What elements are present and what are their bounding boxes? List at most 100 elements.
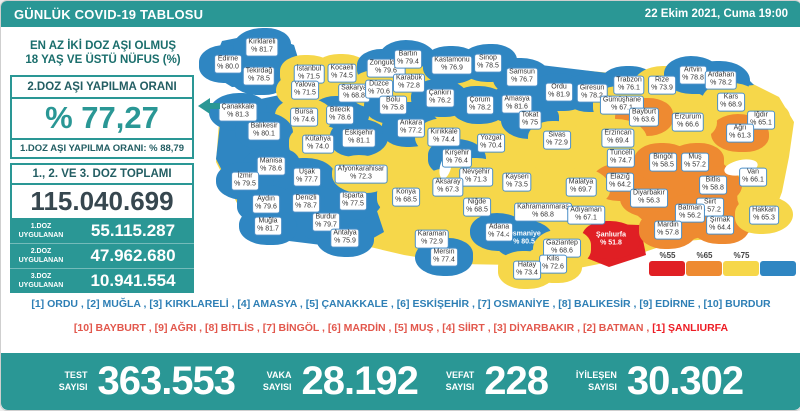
legend-color-box: [649, 261, 685, 276]
province-label: Iğdır% 65.1: [747, 110, 775, 130]
footer-stat: TEST SAYISI 363.553: [58, 359, 236, 403]
total-value: 115.040.699: [30, 186, 174, 216]
province-label: Malatya% 69.7: [565, 177, 597, 197]
dose2-value: % 77,27: [12, 99, 192, 140]
province-label: Çankırı% 76.2: [425, 88, 455, 108]
province-label: Tunceli% 74.7: [606, 148, 636, 168]
province-label: Nevşehir% 71.3: [459, 167, 493, 187]
legend-threshold-label: %65: [696, 251, 713, 260]
province-label: Bartın% 79.4: [394, 49, 422, 69]
dose-row: 2.DOZ UYGULANAN 47.962.680: [10, 244, 194, 269]
province-label: Rize% 73.9: [648, 75, 676, 95]
panel-title: EN AZ İKİ DOZ AŞI OLMUŞ 18 YAŞ VE ÜSTÜ N…: [25, 40, 181, 67]
vaccination-panel: EN AZ İKİ DOZ AŞI OLMUŞ 18 YAŞ VE ÜSTÜ N…: [7, 31, 199, 293]
province-label: Aydın% 79.6: [252, 194, 280, 214]
province-label: Adıyaman% 67.1: [567, 205, 605, 225]
dose2-box: 2.DOZ AŞI YAPILMA ORANI % 77,27 1.DOZ AŞ…: [10, 75, 194, 159]
footer-stat: İYİLEŞEN SAYISI 30.302: [575, 359, 744, 403]
province-label: Batman% 56.2: [674, 203, 706, 223]
province-label: Diyarbakır% 56.3: [630, 188, 668, 208]
province-label: Afyonkarahisar% 72.3: [334, 164, 388, 184]
province-label: Kilis% 72.6: [539, 254, 567, 274]
province-label: Kayseri% 73.5: [502, 172, 532, 192]
province-label: Bolu% 75.8: [379, 95, 407, 115]
province-label: Şanlıurfa% 51.8: [596, 231, 626, 247]
province-label: Kırşehir% 76.4: [441, 148, 473, 168]
dose-row: 3.DOZ UYGULANAN 10.941.554: [18, 271, 176, 290]
province-label: Sakarya% 68.8: [338, 83, 370, 103]
province-label: Kırklareli% 81.7: [245, 37, 279, 57]
province-label: Hakkari% 65.3: [749, 205, 779, 225]
province-label: Düzce% 70.6: [365, 79, 393, 99]
footer-stats: TEST SAYISI 363.553 VAKA SAYISI 28.192 VEFAT SA…: [31, 359, 771, 404]
province-label: Isparta% 77.5: [339, 191, 367, 211]
province-label: Ardahan% 78.2: [704, 70, 738, 90]
legend-color-box: [760, 261, 796, 276]
province-label: Elazığ% 64.2: [606, 172, 634, 192]
total-label: 1., 2. VE 3. DOZ TOPLAMI: [12, 165, 192, 185]
legend-threshold-label: %55: [659, 251, 676, 260]
arrow-left-icon: [198, 96, 220, 121]
province-label: Bitlis% 58.8: [699, 175, 727, 195]
lowest-list: [10] BAYBURT , [9] AĞRI , [8] BİTLİS , […: [73, 322, 653, 334]
province-label: İzmir% 79.5: [231, 171, 259, 191]
province-label: Mersin% 77.4: [430, 247, 458, 267]
province-label: Hatay% 73.4: [513, 260, 541, 280]
province-label: Mardin% 57.8: [654, 220, 682, 240]
province-label: Kütahya% 74.0: [302, 134, 334, 154]
legend-threshold-label: %75: [733, 251, 750, 260]
province-label: Edirne% 80.0: [214, 54, 242, 74]
province-label: Yalova% 71.5: [291, 80, 319, 100]
province-label: Eskişehir% 81.1: [341, 128, 377, 148]
province-label: Karabük% 72.8: [392, 73, 426, 93]
province-label: Kocaeli% 74.5: [327, 63, 357, 83]
map-legend-boxes: [649, 261, 797, 276]
province-label: Kahramanmaraş% 68.8: [514, 202, 572, 222]
province-label: Gaziantep% 68.6: [543, 238, 581, 258]
province-label: Ankara% 77.2: [396, 118, 426, 138]
dose-rows: 1.DOZ UYGULANAN 55.115.287 2.DOZ UYGULANAN 47…: [10, 219, 194, 293]
province-label: Tekirdağ% 78.5: [242, 66, 276, 86]
province-label: Sivas% 72.9: [543, 130, 571, 150]
province-label: Konya% 68.5: [392, 187, 420, 207]
province-label: Uşak% 77.7: [293, 167, 321, 187]
province-label: Çanakkale% 81.3: [218, 102, 258, 122]
province-label: Sinop% 78.5: [474, 53, 502, 73]
province-label: Balıkesir% 80.1: [247, 121, 281, 141]
province-label: Yozgat% 70.4: [477, 133, 505, 153]
footer-stat: VEFAT SAYISI 228: [445, 359, 549, 403]
province-label: Tokat% 75: [518, 110, 542, 130]
province-label: Kırıkkale% 74.4: [427, 127, 461, 147]
province-label: Giresun% 78.2: [576, 83, 608, 103]
province-label: Kars% 68.9: [717, 92, 745, 112]
province-label: Van% 66.1: [739, 167, 767, 187]
province-label: Karaman% 72.9: [414, 229, 450, 249]
province-shape: [582, 221, 640, 259]
dose-row: 1.DOZ UYGULANAN 55.115.287: [10, 219, 194, 244]
province-label: Osmaniye% 80.5: [507, 230, 541, 246]
page-title: GÜNLÜK COVID-19 TABLOSU: [14, 6, 204, 22]
province-label: Manisa% 78.6: [256, 156, 286, 176]
province-label: Muğla% 81.7: [254, 216, 282, 236]
lowest-first-province: [1] ŞANLIURFA: [652, 322, 729, 334]
top10-lowest-row: [10] BAYBURT , [9] AĞRI , [8] BİTLİS , […: [1, 322, 800, 334]
turkey-choropleth-map: Edirne% 80.0 Kırklareli% 81.7 Tekirdağ% 78…: [194, 27, 800, 289]
province-label: Aksaray% 67.3: [432, 177, 464, 197]
top10-highest-row: [1] ORDU , [2] MUĞLA , [3] KIRKLARELİ , …: [31, 298, 771, 310]
province-label: Bilecik% 78.6: [326, 105, 354, 125]
map-legend: %55 %65 %75: [649, 251, 797, 276]
province-label: Ordu% 81.9: [545, 82, 573, 102]
province-label: Denizli% 78.7: [292, 193, 320, 213]
province-label: Erzincan% 69.4: [601, 128, 635, 148]
province-label: Trabzon% 76.1: [613, 75, 645, 95]
total-doses-box: 1., 2. VE 3. DOZ TOPLAMI 115.040.699: [10, 163, 194, 220]
header-bar: GÜNLÜK COVID-19 TABLOSU 22 Ekim 2021, Cu…: [1, 1, 800, 27]
daily-stats-bar: TEST SAYISI 363.553 VAKA SAYISI 28.192 VEFAT SA…: [1, 353, 800, 410]
province-label: Adana% 74.4: [485, 222, 513, 242]
province-label: Erzurum% 66.6: [671, 112, 705, 132]
province-label: Samsun% 76.7: [506, 67, 538, 87]
footer-stat: VAKA SAYISI 28.192: [262, 359, 419, 403]
dose2-label: 2.DOZ AŞI YAPILMA ORANI: [12, 77, 192, 99]
province-label: Antalya% 75.9: [330, 228, 360, 248]
